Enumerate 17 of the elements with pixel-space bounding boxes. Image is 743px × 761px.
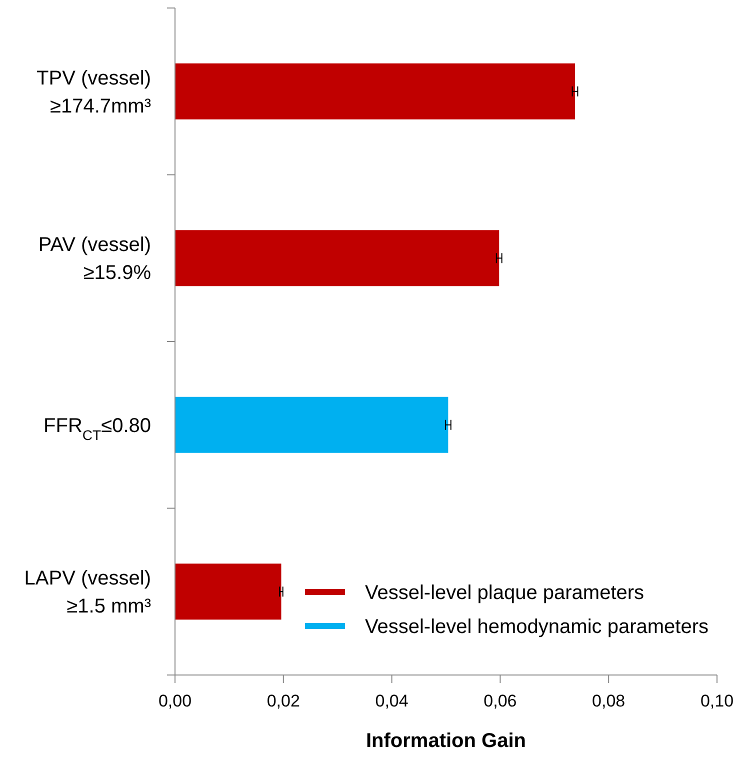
legend-label: Vessel-level plaque parameters: [365, 582, 644, 604]
y-tick-label: TPV (vessel) ≥174.7mm³: [36, 67, 152, 118]
bar: [175, 564, 282, 620]
y-tick-label: FFR$_{CT}$≤0.80: [44, 414, 151, 443]
y-tick-label: LAPV (vessel) ≥1.5 mm³: [24, 568, 152, 618]
x-tick-label: 0,08: [592, 691, 626, 710]
x-tick-label: 0,10: [700, 691, 734, 710]
x-tick-label: 0,00: [158, 691, 192, 710]
bar: [175, 396, 448, 453]
x-tick-label: 0,06: [484, 691, 517, 710]
x-axis-title: Information Gain: [366, 730, 526, 752]
legend-label: Vessel-level hemodynamic parameters: [365, 616, 708, 638]
bar: [175, 230, 500, 286]
x-tick-label: 0,02: [266, 691, 300, 710]
bar: [175, 63, 575, 120]
y-tick-label: PAV (vessel) ≥15.9%: [38, 234, 152, 284]
x-tick-label: 0,04: [375, 691, 408, 710]
